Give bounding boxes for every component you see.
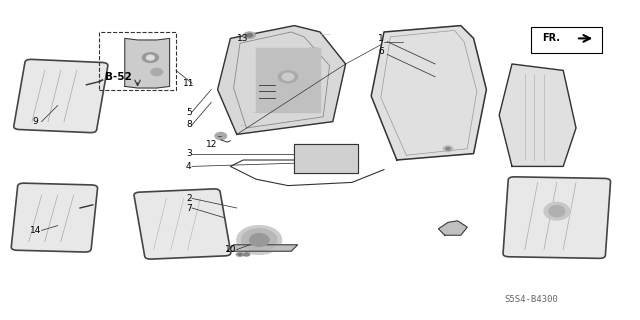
Text: 13: 13 xyxy=(237,34,249,43)
Text: 14: 14 xyxy=(29,226,41,235)
Text: 2: 2 xyxy=(186,194,191,203)
Ellipse shape xyxy=(215,132,227,140)
Ellipse shape xyxy=(147,55,154,60)
Ellipse shape xyxy=(544,203,570,220)
FancyBboxPatch shape xyxy=(503,177,611,258)
Ellipse shape xyxy=(445,147,451,150)
Polygon shape xyxy=(256,48,320,112)
Bar xyxy=(99,32,176,90)
Text: 4: 4 xyxy=(186,162,191,171)
Text: B-52: B-52 xyxy=(105,72,132,82)
Polygon shape xyxy=(294,144,358,173)
Ellipse shape xyxy=(278,71,298,83)
Ellipse shape xyxy=(282,73,294,80)
Text: FR.: FR. xyxy=(542,33,560,44)
Text: 9: 9 xyxy=(33,117,38,126)
Ellipse shape xyxy=(244,32,255,38)
Ellipse shape xyxy=(151,68,163,76)
Polygon shape xyxy=(438,221,467,235)
Ellipse shape xyxy=(237,226,282,254)
Polygon shape xyxy=(499,64,576,166)
Text: 10: 10 xyxy=(225,245,236,254)
Polygon shape xyxy=(125,38,170,88)
Ellipse shape xyxy=(238,253,242,255)
Polygon shape xyxy=(218,26,346,134)
Ellipse shape xyxy=(443,146,453,152)
Ellipse shape xyxy=(247,34,253,37)
Text: 3: 3 xyxy=(186,149,191,158)
Text: 8: 8 xyxy=(186,120,191,129)
Text: S5S4-B4300: S5S4-B4300 xyxy=(504,295,558,304)
Ellipse shape xyxy=(242,229,277,251)
Ellipse shape xyxy=(548,206,564,217)
Text: 6: 6 xyxy=(378,47,383,56)
Ellipse shape xyxy=(142,53,158,62)
Ellipse shape xyxy=(243,253,250,256)
Ellipse shape xyxy=(236,252,244,256)
Text: 7: 7 xyxy=(186,204,191,212)
Text: 12: 12 xyxy=(205,140,217,148)
Ellipse shape xyxy=(250,234,269,246)
FancyBboxPatch shape xyxy=(13,60,108,132)
FancyBboxPatch shape xyxy=(134,189,231,259)
Text: 11: 11 xyxy=(183,79,195,88)
Polygon shape xyxy=(371,26,486,160)
Polygon shape xyxy=(227,245,298,251)
Text: 1: 1 xyxy=(378,34,383,43)
Text: 5: 5 xyxy=(186,108,191,116)
FancyBboxPatch shape xyxy=(12,183,97,252)
